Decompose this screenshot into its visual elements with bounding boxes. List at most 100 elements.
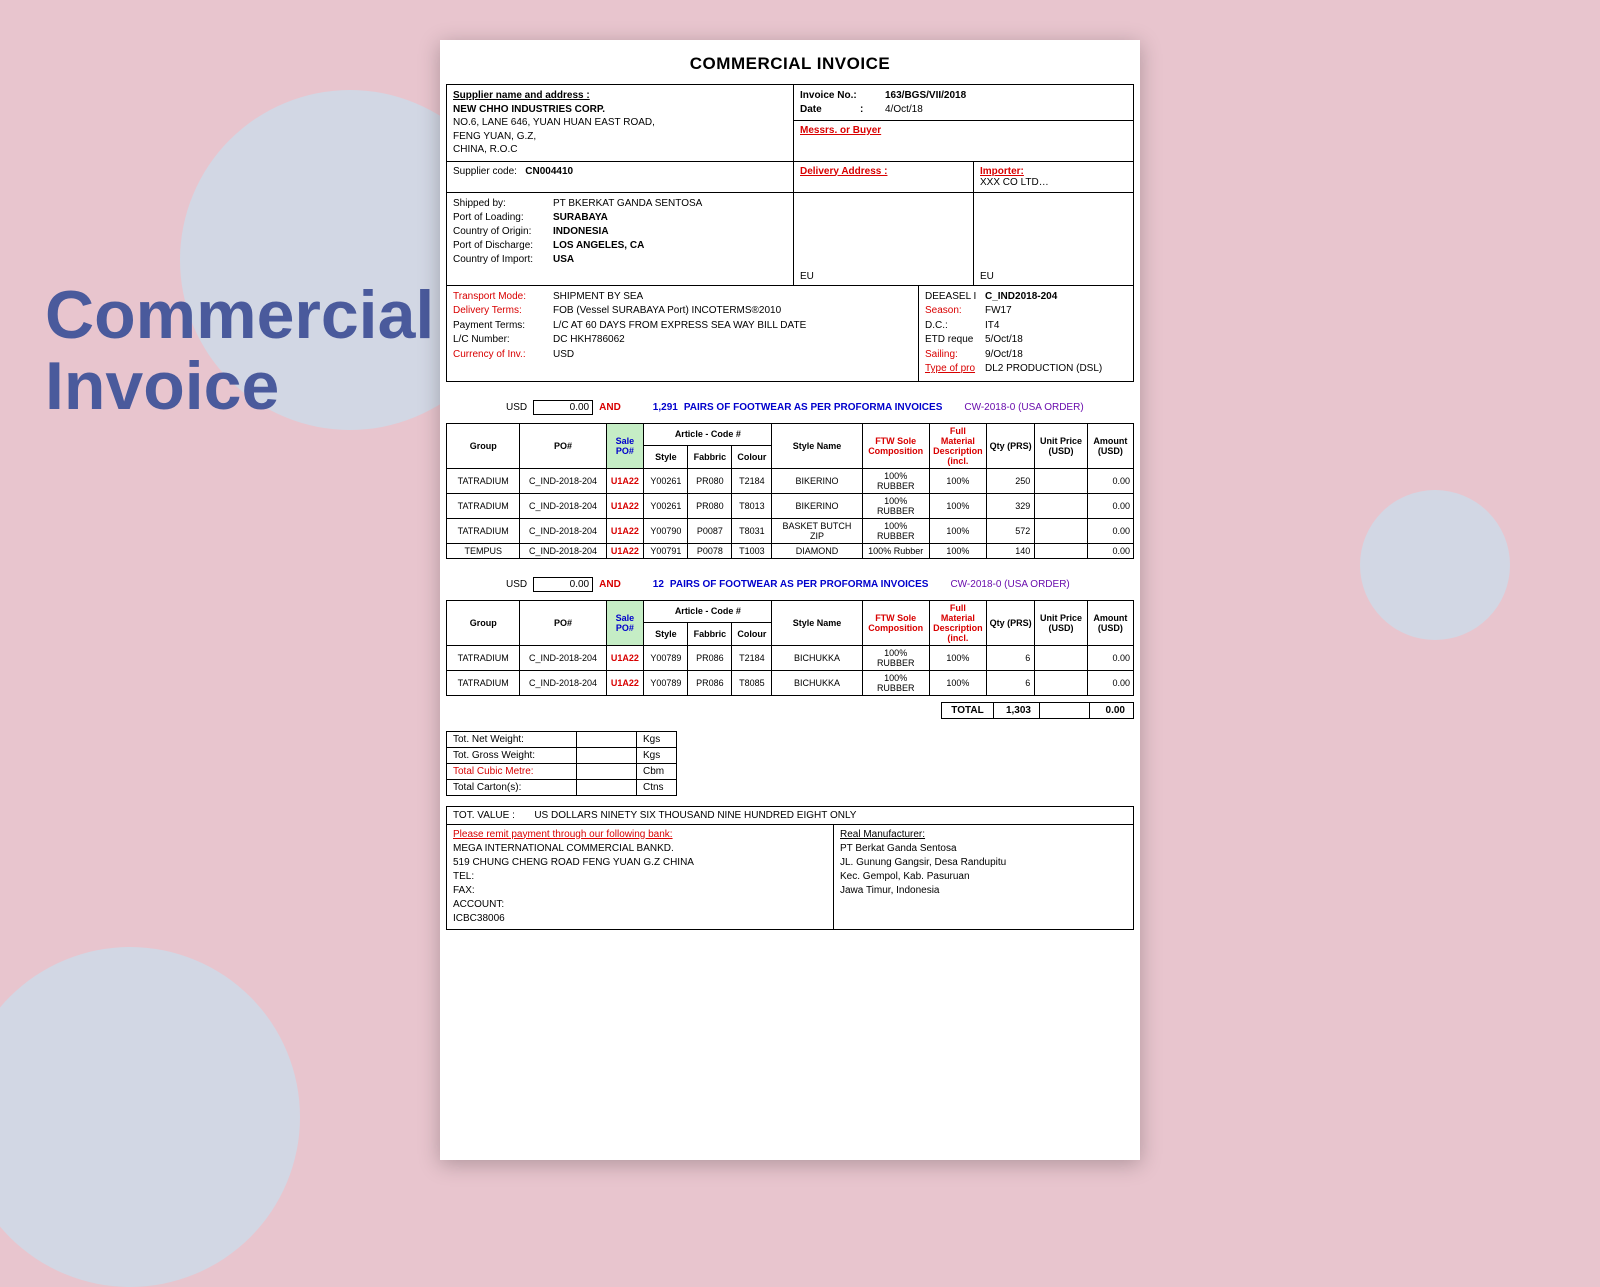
header-block: Supplier name and address : NEW CHHO IND… [446, 84, 1134, 162]
items-table-1: Group PO# Sale PO# Article - Code # Styl… [446, 423, 1134, 559]
tot-value-label: TOT. VALUE : [453, 810, 515, 821]
type: DL2 PRODUCTION (DSL) [985, 362, 1102, 377]
delivery-terms-label: Delivery Terms: [453, 304, 553, 319]
importer-label: Importer: [980, 166, 1127, 177]
footer-block: TOT. VALUE : US DOLLARS NINETY SIX THOUS… [446, 806, 1134, 930]
net-weight-unit: Kgs [637, 731, 677, 747]
dc: IT4 [985, 319, 999, 334]
supplier-code-label: Supplier code: [453, 166, 517, 177]
document-title: COMMERCIAL INVOICE [446, 46, 1134, 84]
cubic-unit: Cbm [637, 763, 677, 779]
carton-unit: Ctns [637, 779, 677, 795]
col-fabric: Fabbric [688, 623, 732, 646]
transport-mode-label: Transport Mode: [453, 290, 553, 305]
bank-name: MEGA INTERNATIONAL COMMERCIAL BANKD. [453, 842, 827, 856]
mfg-3: Kec. Gempol, Kab. Pasuruan [840, 870, 1127, 884]
currency: USD [553, 348, 574, 363]
eu-label-2: EU [980, 271, 994, 282]
col-material: Full Material Description (incl. [929, 423, 986, 468]
tel-label: TEL: [453, 870, 827, 884]
invoice-info-box: Invoice No.:163/BGS/VII/2018 Date:4/Oct/… [794, 84, 1134, 162]
tot-value: US DOLLARS NINETY SIX THOUSAND NINE HUND… [534, 810, 856, 821]
etd: 5/Oct/18 [985, 333, 1023, 348]
col-sale-po: Sale PO# [606, 423, 644, 468]
table-row: TATRADIUMC_IND-2018-204U1A22Y00261PR080T… [447, 468, 1134, 493]
bank-addr: 519 CHUNG CHENG ROAD FENG YUAN G.Z CHINA [453, 856, 827, 870]
col-colour: Colour [732, 446, 772, 469]
transport-mode: SHIPMENT BY SEA [553, 290, 643, 305]
col-article: Article - Code # [644, 423, 772, 446]
buyer-label: Messrs. or Buyer [800, 125, 881, 136]
col-group: Group [447, 423, 520, 468]
table-row: TEMPUSC_IND-2018-204U1A22Y00791P0078T100… [447, 543, 1134, 558]
icbc: ICBC38006 [453, 912, 827, 926]
usd-value: 0.00 [533, 400, 593, 415]
col-sole: FTW Sole Composition [862, 600, 929, 645]
lc-number-label: L/C Number: [453, 333, 553, 348]
totals-row: TOTAL 1,303 0.00 [446, 702, 1134, 719]
col-qty: Qty (PRS) [987, 423, 1035, 468]
origin-label: Country of Origin: [453, 225, 553, 239]
table-row: TATRADIUMC_IND-2018-204U1A22Y00789PR086T… [447, 670, 1134, 695]
season: FW17 [985, 304, 1012, 319]
supplier-box: Supplier name and address : NEW CHHO IND… [446, 84, 794, 162]
gross-weight-unit: Kgs [637, 747, 677, 763]
order-ref: CW-2018-0 (USA ORDER) [950, 579, 1069, 590]
table-row: TATRADIUMC_IND-2018-204U1A22Y00261PR080T… [447, 493, 1134, 518]
net-weight-label: Tot. Net Weight: [447, 731, 577, 747]
invoice-date: 4/Oct/18 [885, 103, 923, 117]
cubic-label: Total Cubic Metre: [447, 763, 577, 779]
account-label: ACCOUNT: [453, 898, 827, 912]
delivery-address-label: Delivery Address : [800, 166, 887, 177]
supplier-code-row: Supplier code: CN004410 Delivery Address… [446, 162, 1134, 193]
shipped-by: PT BKERKAT GANDA SENTOSA [553, 197, 702, 211]
col-group: Group [447, 600, 520, 645]
col-sole: FTW Sole Composition [862, 423, 929, 468]
currency-label: Currency of Inv.: [453, 348, 553, 363]
col-unit-price: Unit Price (USD) [1035, 600, 1087, 645]
fax-label: FAX: [453, 884, 827, 898]
col-unit-price: Unit Price (USD) [1035, 423, 1087, 468]
deeasel: C_IND2018-204 [985, 290, 1057, 305]
order-ref: CW-2018-0 (USA ORDER) [964, 402, 1083, 413]
date-colon: : [860, 103, 885, 117]
items-table-2: Group PO# Sale PO# Article - Code # Styl… [446, 600, 1134, 696]
type-label: Type of pro [925, 362, 985, 377]
weights-block: Tot. Net Weight: Kgs Tot. Gross Weight: Kg… [446, 731, 1134, 796]
origin: INDONESIA [553, 225, 609, 239]
col-style: Style [644, 446, 688, 469]
season-label: Season: [925, 304, 985, 319]
col-po: PO# [520, 423, 606, 468]
eu-label-1: EU [800, 271, 814, 282]
col-fabric: Fabbric [688, 446, 732, 469]
col-sale-po: Sale PO# [606, 600, 644, 645]
terms-row: Transport Mode:SHIPMENT BY SEA Delivery … [446, 286, 1134, 382]
usd-value: 0.00 [533, 577, 593, 592]
total-price [1040, 702, 1090, 718]
invoice-no-label: Invoice No.: [800, 89, 885, 103]
total-qty: 1,303 [994, 702, 1040, 718]
port-loading-label: Port of Loading: [453, 211, 553, 225]
mfg-1: PT Berkat Ganda Sentosa [840, 842, 1127, 856]
delivery-terms: FOB (Vessel SURABAYA Port) INCOTERMS®201… [553, 304, 781, 319]
payment-terms-label: Payment Terms: [453, 319, 553, 334]
table-row: TATRADIUMC_IND-2018-204U1A22Y00789PR086T… [447, 645, 1134, 670]
shipping-row: Shipped by:PT BKERKAT GANDA SENTOSA Port… [446, 193, 1134, 286]
invoice-no: 163/BGS/VII/2018 [885, 89, 966, 103]
mfg-label: Real Manufacturer: [840, 828, 1127, 842]
pairs-desc: PAIRS OF FOOTWEAR AS PER PROFORMA INVOIC… [684, 402, 943, 413]
pairs-count: 12 [653, 579, 664, 590]
gross-weight-label: Tot. Gross Weight: [447, 747, 577, 763]
and-text: AND [599, 402, 621, 413]
pairs-count: 1,291 [653, 402, 678, 413]
summary-line-1: USD 0.00 AND 1,291 PAIRS OF FOOTWEAR AS … [446, 382, 1134, 423]
supplier-heading: Supplier name and address : [453, 89, 787, 103]
page-side-title: CommercialInvoice [45, 280, 434, 423]
mfg-2: JL. Gunung Gangsir, Desa Randupitu [840, 856, 1127, 870]
sailing: 9/Oct/18 [985, 348, 1023, 363]
remit-label: Please remit payment through our followi… [453, 828, 827, 842]
supplier-line3: CHINA, R.O.C [453, 143, 787, 157]
mfg-4: Jawa Timur, Indonesia [840, 884, 1127, 898]
col-article: Article - Code # [644, 600, 772, 623]
col-material: Full Material Description (incl. [929, 600, 986, 645]
